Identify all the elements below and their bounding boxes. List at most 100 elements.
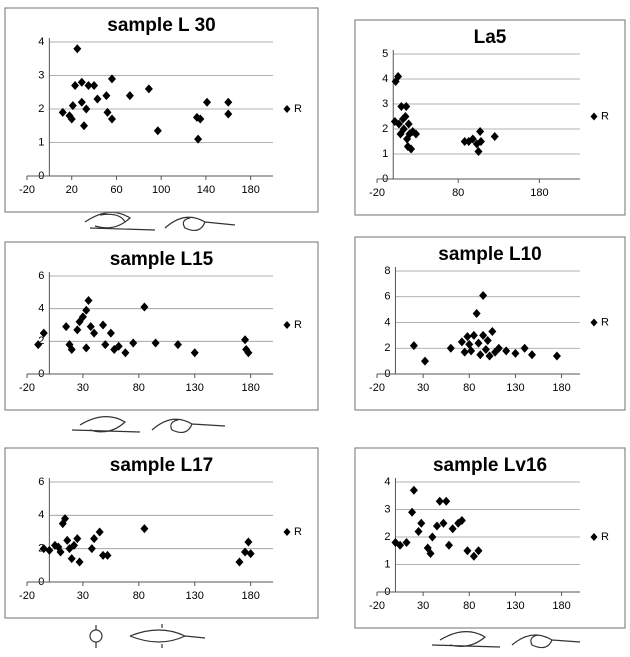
- legend-label: R: [601, 316, 609, 328]
- icon: [71, 416, 141, 433]
- y-tick-label: 4: [384, 476, 390, 488]
- point: [474, 338, 483, 348]
- x-tick-label: -20: [19, 184, 35, 196]
- point: [95, 527, 104, 537]
- point: [481, 345, 490, 355]
- y-tick-label: 6: [38, 270, 44, 282]
- panel-frame: [354, 236, 626, 411]
- point: [224, 97, 233, 107]
- x-tick-label: 130: [506, 382, 524, 394]
- x-tick-label: 100: [152, 184, 170, 196]
- chart-title: sample L10: [438, 244, 542, 265]
- point: [173, 340, 182, 350]
- point: [140, 524, 149, 534]
- y-tick-label: 3: [38, 69, 44, 81]
- point: [56, 547, 65, 557]
- y-tick-label: 4: [38, 36, 44, 48]
- point: [144, 84, 153, 94]
- x-tick-label: 80: [133, 382, 145, 394]
- point: [77, 77, 86, 87]
- point: [69, 540, 78, 550]
- legend-label: R: [294, 319, 302, 331]
- point: [511, 348, 520, 358]
- icon: [164, 216, 236, 232]
- point: [103, 107, 112, 117]
- y-tick-label: 1: [384, 558, 390, 570]
- point: [39, 328, 48, 338]
- point: [396, 540, 405, 550]
- point: [63, 535, 72, 545]
- point: [469, 330, 478, 340]
- point: [467, 346, 476, 356]
- point: [411, 129, 420, 139]
- point: [101, 340, 110, 350]
- point: [244, 537, 253, 547]
- point: [77, 97, 86, 107]
- point: [460, 347, 469, 357]
- icon: [151, 418, 226, 434]
- point: [39, 544, 48, 554]
- point: [432, 521, 441, 531]
- point: [479, 290, 488, 300]
- point: [121, 348, 130, 358]
- legend-label: R: [294, 526, 302, 538]
- chart-title: sample L15: [110, 249, 214, 270]
- point: [474, 546, 483, 556]
- point: [469, 551, 478, 561]
- chart-title: La5: [474, 27, 507, 48]
- point: [82, 343, 91, 353]
- y-tick-label: 8: [384, 265, 390, 277]
- point: [194, 134, 203, 144]
- point: [457, 516, 466, 525]
- x-tick-label: 80: [463, 382, 475, 394]
- x-tick-label: 140: [197, 184, 215, 196]
- chart-title: sample Lv16: [433, 455, 547, 476]
- point: [140, 302, 149, 312]
- x-tick-label: 30: [77, 382, 89, 394]
- x-tick-label: 180: [530, 187, 548, 199]
- x-tick-label: 130: [186, 382, 204, 394]
- point: [90, 81, 99, 91]
- point: [502, 346, 511, 356]
- point: [86, 322, 95, 332]
- x-tick-label: -20: [19, 590, 35, 602]
- point: [417, 518, 426, 528]
- point: [67, 114, 76, 124]
- point: [483, 336, 492, 346]
- legend-marker: [283, 321, 291, 329]
- x-tick-label: 130: [506, 600, 524, 612]
- point: [401, 112, 410, 121]
- y-tick-label: 2: [384, 342, 390, 354]
- panel-frame: [4, 7, 319, 213]
- point: [68, 101, 77, 111]
- point: [394, 72, 403, 81]
- point: [402, 538, 411, 547]
- point: [196, 114, 205, 124]
- x-tick-label: 180: [241, 382, 259, 394]
- legend-label: R: [601, 110, 609, 122]
- panel-frame: [354, 447, 626, 629]
- y-tick-label: 2: [384, 531, 390, 543]
- point: [102, 91, 111, 101]
- point: [520, 343, 529, 353]
- x-tick-label: -20: [19, 382, 35, 394]
- x-tick-label: 180: [552, 382, 570, 394]
- specimen-icons: [71, 211, 581, 649]
- y-tick-label: 2: [38, 335, 44, 347]
- point: [476, 127, 485, 136]
- x-tick-label: -20: [369, 382, 385, 394]
- y-tick-label: 6: [38, 476, 44, 488]
- x-tick-label: 80: [133, 590, 145, 602]
- point: [409, 341, 418, 351]
- x-tick-label: 180: [552, 600, 570, 612]
- y-tick-label: 3: [382, 98, 388, 110]
- point: [93, 94, 102, 104]
- panel-frame: [4, 447, 319, 619]
- legend-marker: [590, 318, 598, 327]
- point: [84, 81, 93, 91]
- point: [235, 557, 244, 567]
